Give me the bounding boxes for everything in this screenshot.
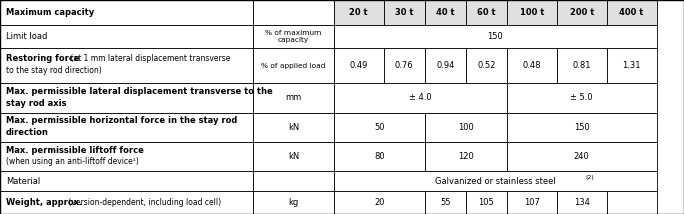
Bar bbox=[253, 142, 334, 171]
Text: Max. permissible lateral displacement transverse to the: Max. permissible lateral displacement tr… bbox=[6, 87, 273, 96]
Text: % of maximum
capacity: % of maximum capacity bbox=[265, 30, 321, 43]
Text: ± 4.0: ± 4.0 bbox=[409, 94, 432, 103]
Bar bbox=[334, 83, 507, 113]
Text: 20: 20 bbox=[374, 198, 384, 207]
Text: 107: 107 bbox=[524, 198, 540, 207]
Text: 100 t: 100 t bbox=[520, 8, 544, 17]
Bar bbox=[607, 192, 657, 214]
Text: kN: kN bbox=[288, 123, 299, 132]
Text: 0.49: 0.49 bbox=[350, 61, 368, 70]
Bar bbox=[0, 171, 253, 192]
Text: Restoring force: Restoring force bbox=[6, 54, 79, 63]
Bar bbox=[0, 0, 253, 25]
Bar bbox=[253, 113, 334, 142]
Text: Max. permissible liftoff force: Max. permissible liftoff force bbox=[6, 146, 144, 155]
Text: 134: 134 bbox=[574, 198, 590, 207]
Bar bbox=[0, 142, 253, 171]
Bar bbox=[466, 192, 507, 214]
Text: 55: 55 bbox=[440, 198, 451, 207]
Bar bbox=[507, 142, 657, 171]
Bar bbox=[253, 48, 334, 83]
Bar bbox=[334, 48, 384, 83]
Bar bbox=[507, 113, 657, 142]
Bar bbox=[384, 0, 425, 25]
Text: 60 t: 60 t bbox=[477, 8, 496, 17]
Bar bbox=[253, 83, 334, 113]
Text: kg: kg bbox=[289, 198, 298, 207]
Text: 0.48: 0.48 bbox=[523, 61, 541, 70]
Text: 150: 150 bbox=[574, 123, 590, 132]
Bar bbox=[507, 0, 557, 25]
Bar bbox=[0, 83, 253, 113]
Bar bbox=[425, 113, 507, 142]
Bar bbox=[507, 83, 657, 113]
Bar bbox=[557, 48, 607, 83]
Text: 0.52: 0.52 bbox=[477, 61, 495, 70]
Text: (at 1 mm lateral displacement transverse: (at 1 mm lateral displacement transverse bbox=[68, 54, 231, 63]
Bar bbox=[425, 0, 466, 25]
Bar bbox=[466, 0, 507, 25]
Text: 20 t: 20 t bbox=[350, 8, 368, 17]
Text: (version-dependent, including load cell): (version-dependent, including load cell) bbox=[66, 198, 221, 207]
Text: to the stay rod direction): to the stay rod direction) bbox=[6, 65, 102, 75]
Bar bbox=[425, 48, 466, 83]
Text: 80: 80 bbox=[374, 152, 384, 161]
Bar bbox=[0, 113, 253, 142]
Bar bbox=[384, 48, 425, 83]
Bar bbox=[334, 142, 425, 171]
Text: 150: 150 bbox=[487, 32, 503, 41]
Bar bbox=[466, 48, 507, 83]
Bar bbox=[557, 192, 607, 214]
Bar bbox=[507, 48, 557, 83]
Text: 100: 100 bbox=[458, 123, 474, 132]
Bar bbox=[425, 192, 466, 214]
Bar bbox=[334, 25, 657, 48]
Text: 1.31: 1.31 bbox=[622, 61, 641, 70]
Bar bbox=[607, 0, 657, 25]
Text: 200 t: 200 t bbox=[570, 8, 594, 17]
Text: 240: 240 bbox=[574, 152, 590, 161]
Bar bbox=[253, 25, 334, 48]
Text: 30 t: 30 t bbox=[395, 8, 414, 17]
Text: kN: kN bbox=[288, 152, 299, 161]
Bar bbox=[253, 0, 334, 25]
Text: 0.76: 0.76 bbox=[395, 61, 414, 70]
Text: direction: direction bbox=[6, 128, 49, 137]
Text: Max. permissible horizontal force in the stay rod: Max. permissible horizontal force in the… bbox=[6, 116, 237, 125]
Text: Weight, approx.: Weight, approx. bbox=[6, 198, 82, 207]
Text: 0.94: 0.94 bbox=[436, 61, 454, 70]
Bar bbox=[334, 171, 657, 192]
Text: Limit load: Limit load bbox=[6, 32, 47, 41]
Text: 50: 50 bbox=[374, 123, 384, 132]
Bar bbox=[334, 113, 425, 142]
Bar bbox=[425, 142, 507, 171]
Bar bbox=[507, 192, 557, 214]
Text: % of applied load: % of applied load bbox=[261, 63, 326, 69]
Text: mm: mm bbox=[285, 94, 302, 103]
Bar bbox=[253, 192, 334, 214]
Bar bbox=[0, 48, 253, 83]
Text: ± 5.0: ± 5.0 bbox=[570, 94, 593, 103]
Text: 105: 105 bbox=[478, 198, 495, 207]
Text: Maximum capacity: Maximum capacity bbox=[6, 8, 94, 17]
Text: 40 t: 40 t bbox=[436, 8, 455, 17]
Text: 400 t: 400 t bbox=[620, 8, 644, 17]
Bar bbox=[557, 0, 607, 25]
Bar bbox=[0, 192, 253, 214]
Text: Galvanized or stainless steel: Galvanized or stainless steel bbox=[435, 177, 555, 186]
Text: 120: 120 bbox=[458, 152, 474, 161]
Bar bbox=[334, 192, 425, 214]
Bar bbox=[0, 25, 253, 48]
Text: 0.81: 0.81 bbox=[573, 61, 591, 70]
Bar bbox=[253, 171, 334, 192]
Text: Material: Material bbox=[6, 177, 40, 186]
Bar bbox=[334, 0, 384, 25]
Bar bbox=[607, 48, 657, 83]
Text: (2): (2) bbox=[586, 175, 594, 180]
Text: (when using an anti-liftoff device¹): (when using an anti-liftoff device¹) bbox=[6, 157, 139, 166]
Text: stay rod axis: stay rod axis bbox=[6, 99, 66, 108]
